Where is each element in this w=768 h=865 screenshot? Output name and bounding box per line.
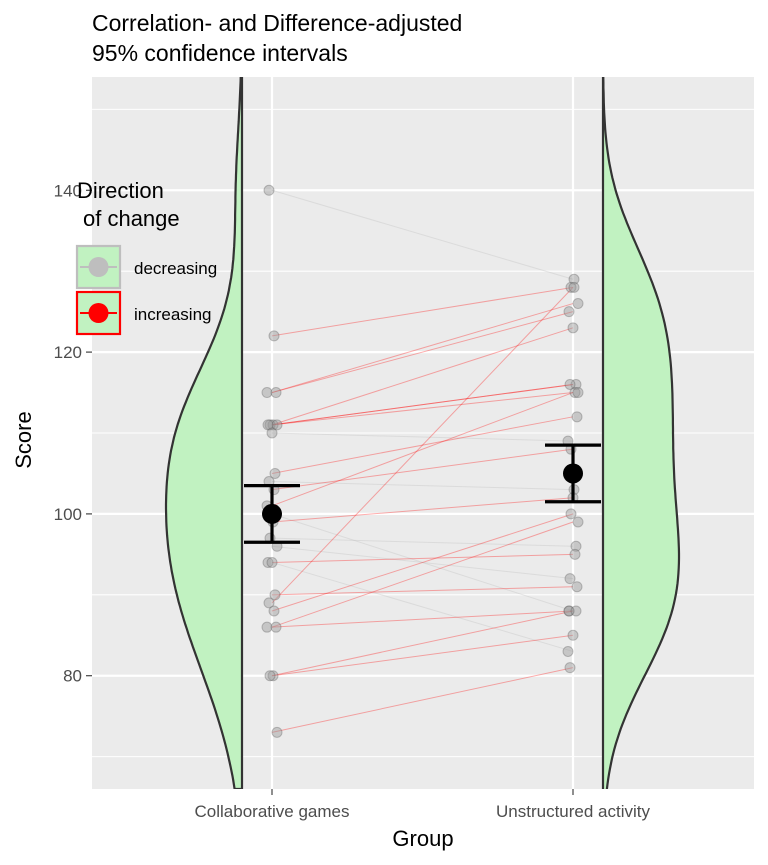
point-unstructured-17	[569, 548, 581, 560]
violin-1	[601, 77, 681, 789]
x-axis-title: Group	[392, 826, 453, 851]
pair-line-2	[271, 303, 574, 394]
chart-title-line-1: Correlation- and Difference-adjusted	[92, 10, 462, 36]
point-unstructured-22	[572, 516, 584, 528]
point-collaborative-6	[271, 419, 283, 431]
point-unstructured-20	[568, 281, 580, 293]
point-collaborative-18	[266, 556, 278, 568]
pair-line-18	[271, 561, 574, 652]
pair-line-11	[271, 448, 574, 491]
violin-0	[164, 77, 244, 789]
point-unstructured-23	[563, 605, 575, 617]
point-collaborative-21	[268, 605, 280, 617]
axis-layer: 80 100 120 140 Collaborative games Unstructur…	[54, 181, 651, 821]
pair-line-13	[271, 513, 574, 612]
pair-line-10	[271, 481, 574, 491]
point-unstructured-9	[571, 411, 583, 423]
point-unstructured-1	[565, 281, 577, 293]
point-unstructured-4	[567, 322, 579, 334]
point-unstructured-6	[564, 378, 576, 390]
x-tick-label-0: Collaborative games	[195, 802, 350, 821]
legend-label-decreasing: decreasing	[134, 259, 217, 278]
point-collaborative-19	[269, 589, 281, 601]
legend-title-line-1: Direction	[77, 178, 164, 203]
pair-line-14	[271, 497, 574, 523]
point-unstructured-15	[570, 540, 582, 552]
point-collaborative-1	[268, 330, 280, 342]
point-unstructured-21	[565, 508, 577, 520]
point-unstructured-13	[563, 605, 575, 617]
pair-line-4	[271, 327, 574, 426]
y-axis-title: Score	[11, 411, 36, 468]
pair-line-15	[271, 537, 574, 547]
pair-line-16	[271, 545, 574, 580]
point-collaborative-8	[266, 427, 278, 439]
point-collaborative-2	[261, 387, 273, 399]
point-unstructured-2	[572, 298, 584, 310]
summary-layer	[244, 443, 601, 544]
chart-title-line-2: 95% confidence intervals	[92, 40, 348, 66]
point-unstructured-0	[568, 273, 580, 285]
point-collaborative-9	[269, 467, 281, 479]
pair-line-17	[271, 553, 574, 563]
point-collaborative-26	[271, 726, 283, 738]
pair-line-24	[271, 634, 574, 677]
point-collaborative-0	[263, 184, 275, 196]
pair-line-19	[271, 586, 574, 596]
point-collaborative-4	[267, 419, 279, 431]
point-collaborative-5	[264, 419, 276, 431]
legend-key-dot-1	[88, 303, 109, 323]
point-unstructured-5	[570, 378, 582, 390]
legend: Direction of change decreasing increasin…	[75, 178, 217, 336]
y-tick-label-2: 120	[54, 343, 82, 362]
pair-line-3	[271, 311, 574, 394]
point-unstructured-25	[570, 605, 582, 617]
pair-line-1	[271, 286, 574, 337]
legend-keys	[75, 244, 122, 336]
pair-line-22	[271, 521, 574, 628]
point-collaborative-17	[262, 556, 274, 568]
legend-title-line-2: of change	[83, 206, 180, 231]
pair-line-20	[271, 287, 574, 604]
point-unstructured-26	[564, 662, 576, 674]
point-collaborative-3	[270, 387, 282, 399]
x-tick-label-1: Unstructured activity	[496, 802, 650, 821]
pair-line-26	[271, 667, 574, 733]
violin-layer	[164, 77, 681, 789]
point-collaborative-25	[264, 670, 276, 682]
y-tick-label-0: 80	[63, 667, 82, 686]
pair-line-8	[271, 432, 574, 442]
point-unstructured-12	[572, 387, 584, 399]
point-unstructured-3	[563, 306, 575, 318]
point-collaborative-22	[261, 621, 273, 633]
pair-lines-layer	[271, 189, 574, 733]
mean-point-0	[262, 503, 282, 524]
legend-key-dot-0	[88, 257, 109, 277]
legend-label-increasing: increasing	[134, 305, 212, 324]
y-tick-label-1: 100	[54, 505, 82, 524]
mean-point-1	[563, 463, 583, 484]
point-collaborative-23	[270, 621, 282, 633]
pair-line-12	[271, 392, 574, 507]
point-unstructured-18	[562, 645, 574, 657]
pair-line-0	[271, 189, 574, 280]
point-collaborative-24	[267, 670, 279, 682]
pair-line-6	[271, 383, 574, 426]
pair-line-5	[271, 383, 574, 426]
pair-line-25	[271, 610, 574, 677]
pair-line-7	[271, 392, 574, 426]
point-unstructured-24	[567, 629, 579, 641]
point-collaborative-20	[263, 597, 275, 609]
y-tick-label-3: 140	[54, 181, 82, 200]
point-unstructured-16	[564, 573, 576, 585]
point-unstructured-7	[569, 387, 581, 399]
point-unstructured-19	[571, 581, 583, 593]
pair-line-9	[271, 416, 574, 474]
point-collaborative-7	[262, 419, 274, 431]
pair-line-23	[271, 610, 574, 628]
pair-line-21	[271, 513, 574, 612]
